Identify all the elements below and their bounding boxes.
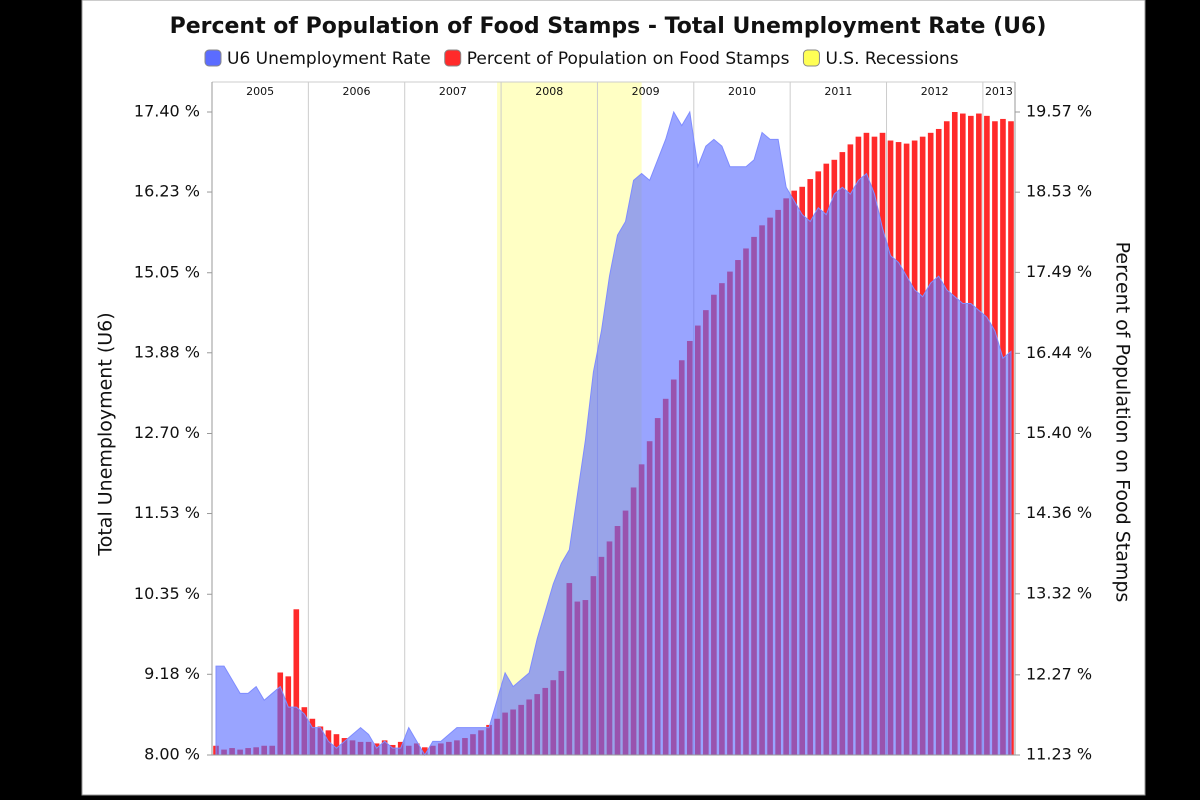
y2-tick-label: 19.57 % bbox=[1026, 102, 1092, 121]
x-tick-label: 2005 bbox=[246, 85, 274, 98]
x-tick-label: 2010 bbox=[728, 85, 756, 98]
y-tick-label: 17.40 % bbox=[134, 102, 200, 121]
y-tick-label: 11.53 % bbox=[134, 503, 200, 522]
x-tick-label: 2006 bbox=[343, 85, 371, 98]
y2-axis-title: Percent of Population on Food Stamps bbox=[1112, 242, 1134, 603]
y-tick-label: 9.18 % bbox=[144, 664, 200, 683]
x-tick-label: 2007 bbox=[439, 85, 467, 98]
y-tick-label: 15.05 % bbox=[134, 262, 200, 281]
x-tick-label: 2008 bbox=[535, 85, 563, 98]
y-tick-label: 10.35 % bbox=[134, 584, 200, 603]
y2-tick-label: 18.53 % bbox=[1026, 182, 1092, 201]
y2-tick-label: 13.32 % bbox=[1026, 583, 1092, 602]
y-axis-title: Total Unemployment (U6) bbox=[95, 312, 117, 556]
y-tick-label: 16.23 % bbox=[134, 182, 200, 201]
y-tick-label: 13.88 % bbox=[134, 342, 200, 361]
legend-swatch bbox=[444, 49, 462, 67]
chart-title: Percent of Population of Food Stamps - T… bbox=[170, 14, 1047, 39]
legend-label: U6 Unemployment Rate bbox=[227, 49, 431, 69]
y2-tick-label: 11.23 % bbox=[1026, 745, 1092, 764]
y2-tick-label: 14.36 % bbox=[1026, 503, 1092, 522]
y-tick-label: 12.70 % bbox=[134, 423, 200, 442]
y2-tick-label: 16.44 % bbox=[1026, 343, 1092, 362]
x-tick-label: 2009 bbox=[632, 85, 660, 98]
y2-tick-label: 12.27 % bbox=[1026, 664, 1092, 683]
x-tick-label: 2012 bbox=[921, 85, 949, 98]
food-stamp-bar bbox=[333, 734, 340, 755]
u6-area bbox=[215, 110, 1012, 756]
legend-label: U.S. Recessions bbox=[825, 49, 958, 69]
legend-swatch bbox=[802, 49, 820, 67]
legend-label: Percent of Population on Food Stamps bbox=[467, 49, 790, 69]
y2-tick-label: 17.49 % bbox=[1026, 262, 1092, 281]
x-tick-label: 2011 bbox=[824, 85, 852, 98]
x-tick-label: 2013 bbox=[985, 85, 1013, 98]
y-tick-label: 8.00 % bbox=[144, 745, 200, 764]
y2-tick-label: 15.40 % bbox=[1026, 423, 1092, 442]
food-stamp-bar bbox=[421, 747, 428, 755]
food-stamp-bar bbox=[293, 609, 300, 755]
legend-swatch bbox=[204, 49, 222, 67]
